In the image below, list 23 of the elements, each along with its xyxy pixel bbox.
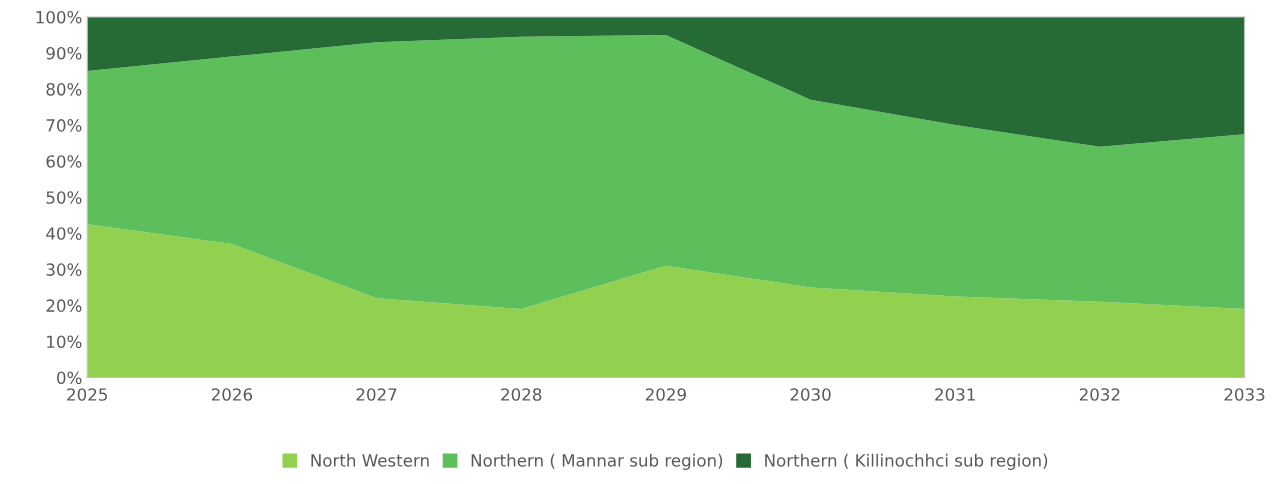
y-tick-label: 40% bbox=[46, 227, 82, 240]
legend-label: Northern ( Mannar sub region) bbox=[471, 453, 723, 470]
legend-label: North Western bbox=[311, 453, 429, 467]
y-tick-label: 100% bbox=[36, 10, 82, 24]
x-tick-label: 2026 bbox=[211, 388, 253, 401]
y-tick-label: 20% bbox=[46, 299, 82, 312]
y-tick-label: 80% bbox=[46, 83, 82, 96]
x-tick-label: 2033 bbox=[1224, 388, 1265, 401]
y-tick-label: 30% bbox=[46, 263, 82, 276]
x-tick-label: 2032 bbox=[1079, 388, 1120, 401]
legend-label: Northern ( Killinochhci sub region) bbox=[765, 453, 1048, 470]
y-tick-label: 70% bbox=[46, 119, 82, 132]
y-tick-label: 50% bbox=[46, 191, 82, 204]
x-tick-label: 2031 bbox=[935, 388, 975, 401]
x-tick-label: 2025 bbox=[67, 388, 107, 401]
x-tick-label: 2030 bbox=[790, 388, 831, 401]
y-tick-label: 90% bbox=[46, 46, 82, 60]
x-tick-label: 2028 bbox=[501, 388, 542, 401]
y-tick-label: 0% bbox=[57, 371, 82, 385]
y-tick-label: 60% bbox=[46, 155, 82, 168]
x-tick-label: 2027 bbox=[356, 388, 397, 401]
y-tick-label: 10% bbox=[47, 335, 82, 349]
x-tick-label: 2029 bbox=[645, 388, 686, 401]
